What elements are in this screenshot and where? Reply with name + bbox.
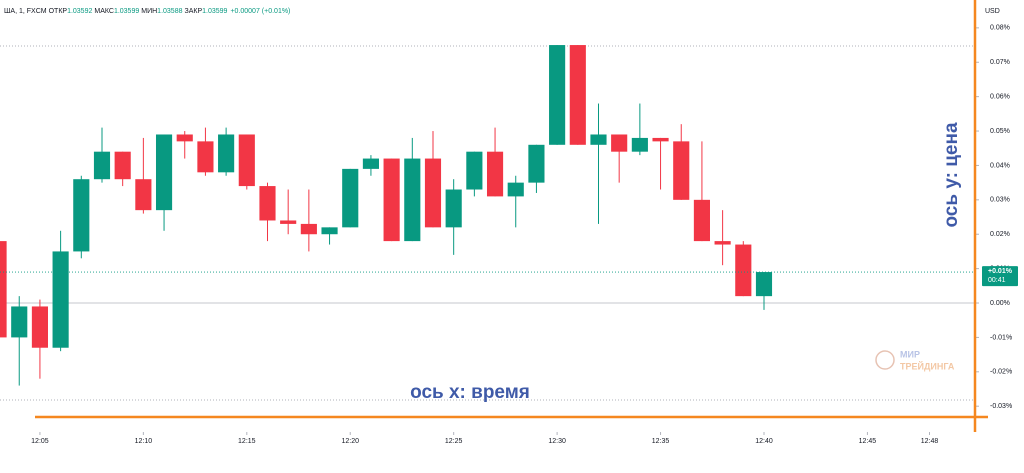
- candle-body: [755, 272, 773, 297]
- y-tick-label: 0.07%: [990, 59, 1010, 66]
- candle-body: [73, 179, 90, 252]
- x-tick-label: 12:40: [755, 438, 773, 445]
- y-tick-label: -0.02%: [990, 369, 1012, 376]
- watermark-icon: [875, 350, 895, 370]
- candle-body: [362, 158, 379, 169]
- header-text: МАКС: [94, 8, 114, 15]
- candle-body: [735, 244, 752, 297]
- candle-body: [445, 189, 462, 228]
- candle-body: [590, 134, 607, 145]
- countdown-label: 00:41: [988, 277, 1006, 284]
- candle-body: [528, 144, 545, 183]
- y-tick-label: 0.08%: [990, 25, 1010, 32]
- last-price-label: +0.01%: [988, 268, 1013, 275]
- y-tick-label: -0.01%: [990, 334, 1012, 341]
- candle-body: [714, 241, 731, 245]
- y-tick-label: 0.03%: [990, 197, 1010, 204]
- x-tick-label: 12:45: [859, 438, 877, 445]
- x-tick-label: 12:05: [31, 438, 49, 445]
- candle-body: [135, 179, 152, 211]
- watermark: МИР ТРЕЙДИНГА: [875, 349, 955, 371]
- candle-body: [611, 134, 628, 152]
- y-tick-label: 0.05%: [990, 128, 1010, 135]
- x-tick-label: 12:25: [445, 438, 463, 445]
- y-tick-label: 0.04%: [990, 162, 1010, 169]
- header-text: 1.03588: [157, 8, 182, 15]
- candle-body: [300, 223, 317, 235]
- last-price-box: [982, 266, 1018, 287]
- grid-layer: 0.08%0.07%0.06%0.05%0.04%0.03%0.02%0.01%…: [0, 25, 1012, 445]
- candle-body: [114, 151, 131, 180]
- candle-body: [280, 220, 297, 224]
- candle-body: [631, 137, 648, 152]
- header-text: ША, 1, FXCM: [4, 8, 47, 15]
- candle-body: [176, 134, 193, 142]
- candle-body: [259, 186, 276, 221]
- header-text: 1.03599: [114, 8, 139, 15]
- header: ША, 1, FXCM ОТКР 1.03592 МАКС 1.03599 МИН 1.03…: [4, 8, 290, 15]
- candle-body: [321, 227, 338, 235]
- candle-body: [569, 45, 586, 145]
- x-axis-annotation: ось х: время: [410, 382, 530, 403]
- candle-body: [155, 134, 173, 211]
- x-tick-label: 12:35: [652, 438, 670, 445]
- x-tick-label: 12:48: [921, 438, 939, 445]
- candle-body: [549, 45, 566, 145]
- candle-body: [424, 158, 442, 228]
- header-text: ОТКР: [49, 8, 68, 15]
- candle-body: [693, 199, 710, 242]
- x-tick-label: 12:20: [341, 438, 359, 445]
- candles-layer: [0, 45, 773, 386]
- header-text: ЗАКР: [184, 8, 202, 15]
- watermark-text: ТРЕЙДИНГА: [900, 360, 955, 371]
- y-axis-annotation: ось у: цена: [941, 122, 962, 228]
- watermark-text: МИР: [900, 349, 920, 359]
- candle-body: [93, 151, 111, 180]
- candle-body: [0, 241, 7, 338]
- header-text: 1.03592: [67, 8, 92, 15]
- x-tick-label: 12:10: [135, 438, 153, 445]
- header-text: +0.00007 (+0.01%): [230, 8, 290, 15]
- price-label-layer: +0.01% 00:41: [0, 266, 1018, 287]
- candle-body: [673, 141, 690, 200]
- x-tick-label: 12:30: [548, 438, 566, 445]
- candle-body: [11, 306, 28, 338]
- candle-body: [52, 251, 69, 348]
- candle-body: [404, 158, 421, 242]
- candle-body: [197, 141, 214, 173]
- candle-body: [31, 306, 48, 348]
- x-tick-label: 12:15: [238, 438, 256, 445]
- candle-body: [218, 134, 235, 173]
- candle-body: [383, 158, 400, 242]
- candle-body: [652, 137, 669, 142]
- candle-body: [466, 151, 483, 190]
- candle-body: [238, 134, 255, 187]
- header-text: 1.03599: [202, 8, 227, 15]
- candle-body: [507, 182, 524, 197]
- candle-body: [342, 168, 359, 228]
- y-tick-label: 0.06%: [990, 93, 1010, 100]
- y-tick-label: -0.03%: [990, 403, 1012, 410]
- header-text: МИН: [141, 8, 157, 15]
- y-tick-label: 0.02%: [990, 231, 1010, 238]
- y-tick-label: 0.00%: [990, 300, 1010, 307]
- candle-body: [486, 151, 504, 197]
- y-unit: USD: [985, 8, 1000, 15]
